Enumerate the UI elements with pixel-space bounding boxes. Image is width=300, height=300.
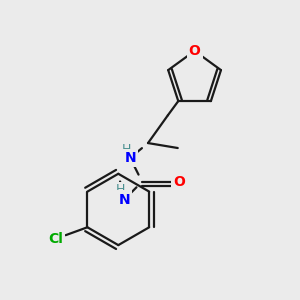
Text: H: H <box>116 183 125 196</box>
Text: N: N <box>118 193 130 206</box>
Text: O: O <box>173 175 185 189</box>
Text: N: N <box>124 151 136 165</box>
Text: H: H <box>122 143 131 156</box>
Text: O: O <box>189 44 200 58</box>
Text: Cl: Cl <box>48 232 63 246</box>
